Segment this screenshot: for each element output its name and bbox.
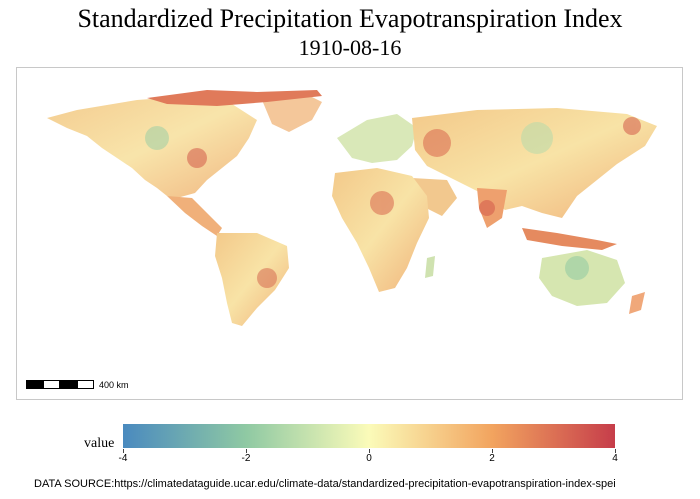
legend-tick [368, 449, 370, 453]
legend-tick-label: 2 [489, 453, 495, 464]
central-america-landmass [167, 196, 222, 236]
data-source: DATA SOURCE:https://climatedataguide.uca… [34, 478, 616, 490]
new-zealand-landmass [629, 292, 645, 314]
legend-tick [122, 449, 124, 453]
legend-tick [614, 449, 616, 453]
arctic-islands [147, 90, 322, 106]
africa-landmass [332, 168, 429, 292]
legend-tick [245, 449, 247, 453]
madagascar-landmass [425, 256, 435, 278]
spei-anomaly-patches [145, 117, 641, 288]
south-america-landmass [215, 233, 289, 326]
legend-colorbar [123, 424, 615, 448]
legend-tick-label: -4 [118, 453, 128, 464]
legend-title: value [84, 436, 115, 451]
greenland-landmass [262, 92, 322, 132]
asia-landmass [412, 108, 657, 218]
map-panel: 400 km [16, 67, 683, 400]
legend-tick-label: -2 [241, 453, 251, 464]
legend-tick [491, 449, 493, 453]
southeast-asia-islands [522, 228, 617, 250]
legend-tick-label: 0 [366, 453, 372, 464]
world-map [47, 90, 657, 326]
scale-bar-label: 400 km [99, 380, 129, 390]
map-date: 1910-08-16 [298, 35, 402, 60]
europe-landmass [337, 114, 417, 163]
map-title: Standardized Precipitation Evapotranspir… [77, 4, 623, 33]
legend-tick-label: 4 [612, 453, 618, 464]
